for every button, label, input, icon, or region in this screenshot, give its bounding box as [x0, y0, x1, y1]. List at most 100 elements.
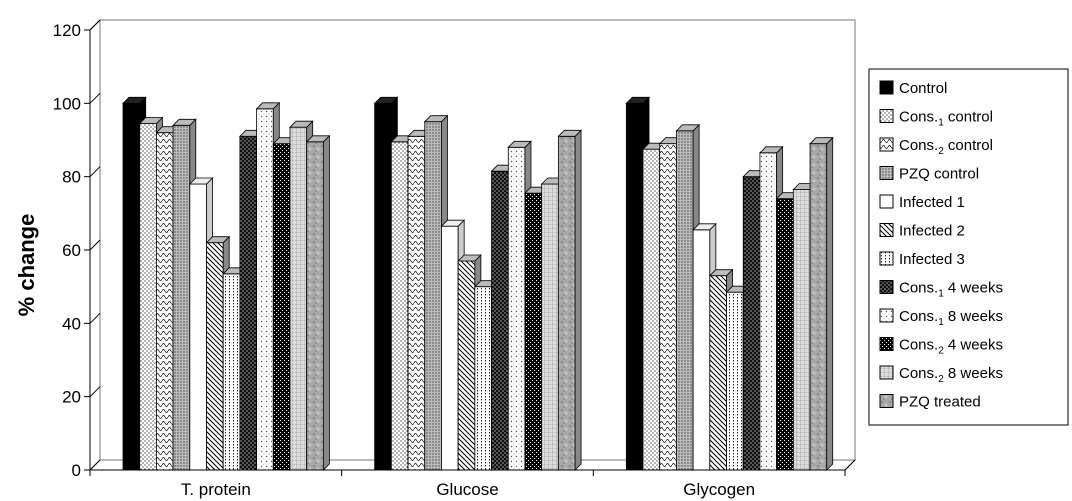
- bar-side: [826, 136, 834, 471]
- legend-label-tail: 4 weeks: [944, 280, 1003, 297]
- legend-label-base: Control: [899, 80, 947, 97]
- bar-front: [541, 183, 559, 471]
- legend-label-base: Cons.: [899, 137, 938, 154]
- bar-top: [708, 269, 734, 277]
- bar-front: [289, 126, 308, 471]
- bar-front: [256, 108, 274, 471]
- bar-front: [441, 225, 459, 471]
- bar-front: [709, 275, 727, 471]
- legend-label-subscript: 2: [938, 146, 944, 157]
- bar-front: [474, 286, 492, 471]
- legend-item: Infected 3: [879, 251, 965, 268]
- y-tick-label: 20: [62, 388, 81, 407]
- bar-front: [491, 170, 509, 471]
- legend-label: Cons.1 4 weeks: [899, 280, 1003, 300]
- y-tick-label: 120: [53, 21, 81, 40]
- bar-top: [122, 96, 147, 104]
- legend-label: Cons.1 control: [899, 109, 993, 129]
- legend-label: PZQ treated: [899, 394, 981, 411]
- legend-label: PZQ control: [899, 166, 979, 183]
- legend-label-tail: control: [944, 109, 993, 126]
- legend-item: Control: [879, 80, 947, 97]
- legend-item: PZQ control: [879, 166, 979, 183]
- bar-front: [155, 132, 174, 471]
- bar-top: [188, 177, 214, 185]
- legend-swatch: [879, 109, 894, 123]
- bar-top: [172, 118, 197, 126]
- bar-front: [676, 130, 694, 471]
- bar-front: [692, 229, 711, 471]
- y-tick-depth: [89, 312, 101, 324]
- legend-label-base: Cons.: [899, 337, 938, 354]
- bar-side: [574, 129, 582, 471]
- legend-label-subscript: 1: [938, 289, 944, 300]
- bar-front: [792, 189, 811, 471]
- y-axis-label: % change: [14, 214, 39, 317]
- bar-front: [172, 124, 191, 471]
- x-category-label: Glycogen: [683, 480, 755, 499]
- bar-top: [205, 236, 231, 244]
- bar-front: [659, 143, 677, 471]
- bar-top: [457, 254, 482, 262]
- legend-item: Infected 2: [879, 223, 965, 240]
- back-wall: [100, 19, 856, 460]
- bar-top: [138, 117, 164, 124]
- y-tick-depth: [89, 239, 101, 251]
- y-tick-label: 60: [62, 241, 81, 260]
- legend-label: Infected 3: [899, 251, 965, 268]
- bar: [809, 136, 834, 471]
- legend-swatch: [879, 166, 894, 180]
- x-axis-edge: [844, 459, 856, 471]
- legend-item: Cons.1 control: [879, 109, 993, 129]
- bar-front: [139, 123, 157, 471]
- legend-label-tail: 8 weeks: [944, 308, 1003, 325]
- legend-swatch: [879, 251, 894, 266]
- legend-label-base: PZQ treated: [899, 394, 981, 411]
- y-tick-label: 40: [62, 314, 81, 333]
- legend-label-subscript: 2: [938, 374, 944, 385]
- bar-front: [407, 135, 426, 471]
- bar-front: [507, 146, 526, 471]
- bar-top: [289, 120, 314, 128]
- bar-front: [809, 143, 828, 471]
- bar-front: [557, 135, 576, 471]
- bar-front: [625, 102, 644, 471]
- legend-item: PZQ treated: [879, 394, 981, 411]
- bar-top: [373, 96, 399, 104]
- y-tick-label: 80: [62, 168, 81, 187]
- bar-front: [206, 242, 224, 471]
- bar: [305, 134, 331, 471]
- y-axis: 0 20 40 60 80 100 120: [53, 19, 101, 480]
- bar-front: [272, 143, 291, 471]
- bar-front: [524, 192, 543, 471]
- bar-top: [809, 137, 834, 145]
- bar-front: [457, 260, 476, 471]
- bar-front: [776, 198, 794, 471]
- bar-front: [759, 152, 778, 471]
- bar-front: [189, 183, 207, 471]
- bar-front: [122, 102, 141, 471]
- legend-label-subscript: 1: [938, 317, 944, 328]
- legend-box: [868, 68, 1069, 426]
- bar-top: [692, 223, 717, 231]
- legend-label: Cons.2 control: [899, 137, 993, 157]
- legend-label: Infected 1: [899, 194, 965, 211]
- bar-top: [625, 96, 650, 104]
- legend-label-base: Infected 2: [899, 223, 965, 240]
- legend-swatch: [879, 308, 894, 323]
- bar-front: [306, 141, 324, 471]
- bar: [557, 129, 583, 471]
- legend-swatch: [879, 80, 894, 95]
- bar-side: [323, 134, 330, 471]
- legend-label-tail: control: [944, 137, 993, 154]
- legend-label-subscript: 2: [938, 346, 944, 357]
- legend-label: Infected 2: [899, 223, 965, 240]
- bar-front: [742, 176, 761, 471]
- legend-label-base: Infected 1: [899, 194, 965, 211]
- bar-front: [424, 121, 442, 471]
- legend-label: Cons.2 8 weeks: [899, 365, 1003, 385]
- bar-top: [255, 102, 281, 110]
- y-tick-label: 100: [53, 94, 81, 113]
